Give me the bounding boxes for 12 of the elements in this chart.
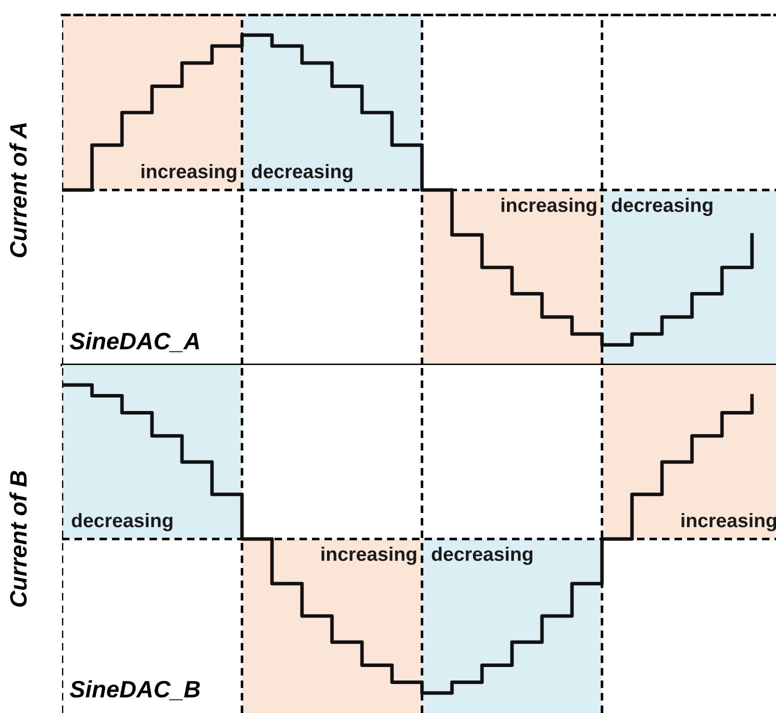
annotation: decreasing — [612, 198, 712, 216]
y-axis-title: Current of A — [9, 123, 27, 258]
annotation: increasing — [682, 513, 776, 532]
annotation: SineDAC_A — [70, 332, 199, 352]
annotation: increasing — [142, 164, 236, 182]
annotation: decreasing — [252, 164, 352, 182]
annotation: increasing — [502, 198, 596, 216]
annotation: increasing — [322, 546, 416, 565]
annotation: decreasing — [72, 513, 172, 532]
annotation: SineDAC_B — [70, 680, 200, 700]
annotation: decreasing — [432, 546, 532, 565]
y-axis-title: Current of B — [9, 471, 27, 607]
